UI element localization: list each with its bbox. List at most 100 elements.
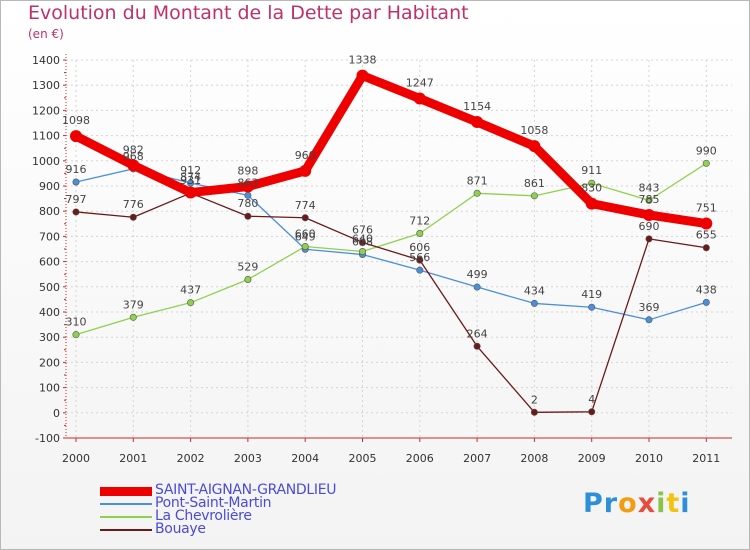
data-point xyxy=(241,180,254,193)
data-label: 660 xyxy=(295,227,316,240)
data-label: 990 xyxy=(696,144,717,157)
data-label: 774 xyxy=(295,199,316,212)
data-label: 649 xyxy=(295,230,316,243)
data-point xyxy=(528,140,541,153)
data-point xyxy=(585,197,598,210)
data-label: 1247 xyxy=(406,77,434,90)
data-point xyxy=(530,192,538,200)
data-point xyxy=(702,159,710,167)
y-tick-label: 500 xyxy=(39,281,60,294)
data-label: 898 xyxy=(237,165,258,178)
legend-label: Bouaye xyxy=(155,521,206,537)
data-label: 690 xyxy=(639,220,660,233)
data-label: 982 xyxy=(123,143,144,156)
y-tick-label: 900 xyxy=(39,180,60,193)
chart-subtitle: (en €) xyxy=(28,27,64,41)
data-point xyxy=(588,179,596,187)
data-label: 843 xyxy=(639,181,660,194)
logo-letter: r xyxy=(603,488,619,519)
data-label: 566 xyxy=(409,251,430,264)
data-label: 369 xyxy=(639,301,660,314)
data-point xyxy=(413,92,426,105)
logo-letter: o xyxy=(618,488,638,519)
data-label: 712 xyxy=(409,214,430,227)
logo-letter: P xyxy=(583,488,604,519)
data-point xyxy=(588,303,596,311)
data-label: 797 xyxy=(66,193,87,206)
data-point xyxy=(129,313,137,321)
x-tick-label: 2010 xyxy=(635,452,663,465)
y-tick-label: 1100 xyxy=(32,130,60,143)
data-label: 785 xyxy=(639,193,660,206)
y-tick-label: 1200 xyxy=(32,104,60,117)
y-tick-label: 0 xyxy=(53,407,60,420)
y-tick-label: 200 xyxy=(39,356,60,369)
data-point xyxy=(244,212,252,220)
data-point xyxy=(72,331,80,339)
y-tick-label: 1300 xyxy=(32,79,60,92)
data-label: 264 xyxy=(467,327,488,340)
data-label: 438 xyxy=(696,283,717,296)
y-tick-label: 600 xyxy=(39,256,60,269)
series-line-3 xyxy=(75,192,707,413)
data-label: 655 xyxy=(696,229,717,242)
data-label: 863 xyxy=(237,176,258,189)
x-tick-label: 2000 xyxy=(62,452,90,465)
data-point xyxy=(700,217,713,230)
data-label: 499 xyxy=(467,268,488,281)
grid-lines xyxy=(66,59,732,439)
data-point xyxy=(301,242,309,250)
data-point xyxy=(187,179,195,187)
x-tick-label: 2006 xyxy=(406,452,434,465)
data-label: 1338 xyxy=(349,54,377,67)
data-label: 830 xyxy=(581,182,602,195)
data-label: 916 xyxy=(66,163,87,176)
proxiti-logo: Proxiti xyxy=(583,488,691,519)
data-point xyxy=(358,248,366,256)
data-point xyxy=(70,130,82,143)
data-point xyxy=(301,214,309,222)
logo-letter: i xyxy=(656,488,667,519)
x-tick-label: 2008 xyxy=(520,452,548,465)
legend-label: Pont-Saint-Martin xyxy=(155,495,272,511)
data-point xyxy=(244,275,252,283)
legend-swatch xyxy=(100,503,152,505)
x-tick-labels: 2000 2001 2002 2003 2004 2005 2006 2007 2008 2009… xyxy=(62,452,720,465)
legend-swatch xyxy=(100,529,152,531)
chart-title: Evolution du Montant de la Dette par Hab… xyxy=(28,2,469,24)
y-tick-label: -100 xyxy=(35,432,60,445)
data-label: 912 xyxy=(180,164,201,177)
data-label: 931 xyxy=(180,174,201,187)
y-tick-label: 300 xyxy=(39,331,60,344)
data-point xyxy=(530,299,538,307)
series-lines xyxy=(71,71,711,413)
y-tick-label: 700 xyxy=(39,230,60,243)
data-point xyxy=(473,342,481,350)
x-tick-label: 2002 xyxy=(177,452,205,465)
data-point xyxy=(473,189,481,197)
y-tick-label: 400 xyxy=(39,306,60,319)
x-tick-label: 2001 xyxy=(119,452,147,465)
legend-swatch xyxy=(100,516,152,518)
data-label: 606 xyxy=(409,241,430,254)
data-label: 861 xyxy=(524,177,545,190)
data-point xyxy=(416,229,424,237)
data-point xyxy=(702,298,710,306)
data-label: 871 xyxy=(467,174,488,187)
x-tick-label: 2003 xyxy=(234,452,262,465)
data-point xyxy=(588,408,596,416)
data-point xyxy=(645,196,653,204)
legend-label: La Chevrolière xyxy=(155,508,252,524)
data-label: 310 xyxy=(66,316,87,329)
y-tick-label: 1400 xyxy=(32,54,60,67)
data-point xyxy=(358,238,366,246)
data-point xyxy=(416,266,424,274)
data-point xyxy=(645,235,653,243)
data-label: 628 xyxy=(352,236,373,249)
data-point xyxy=(187,299,195,307)
data-label: 379 xyxy=(123,298,144,311)
data-label: 434 xyxy=(524,284,545,297)
y-tick-labels: -100 0 100 200 300 400 500 600 700 800 900 1000 1100… xyxy=(32,54,60,445)
